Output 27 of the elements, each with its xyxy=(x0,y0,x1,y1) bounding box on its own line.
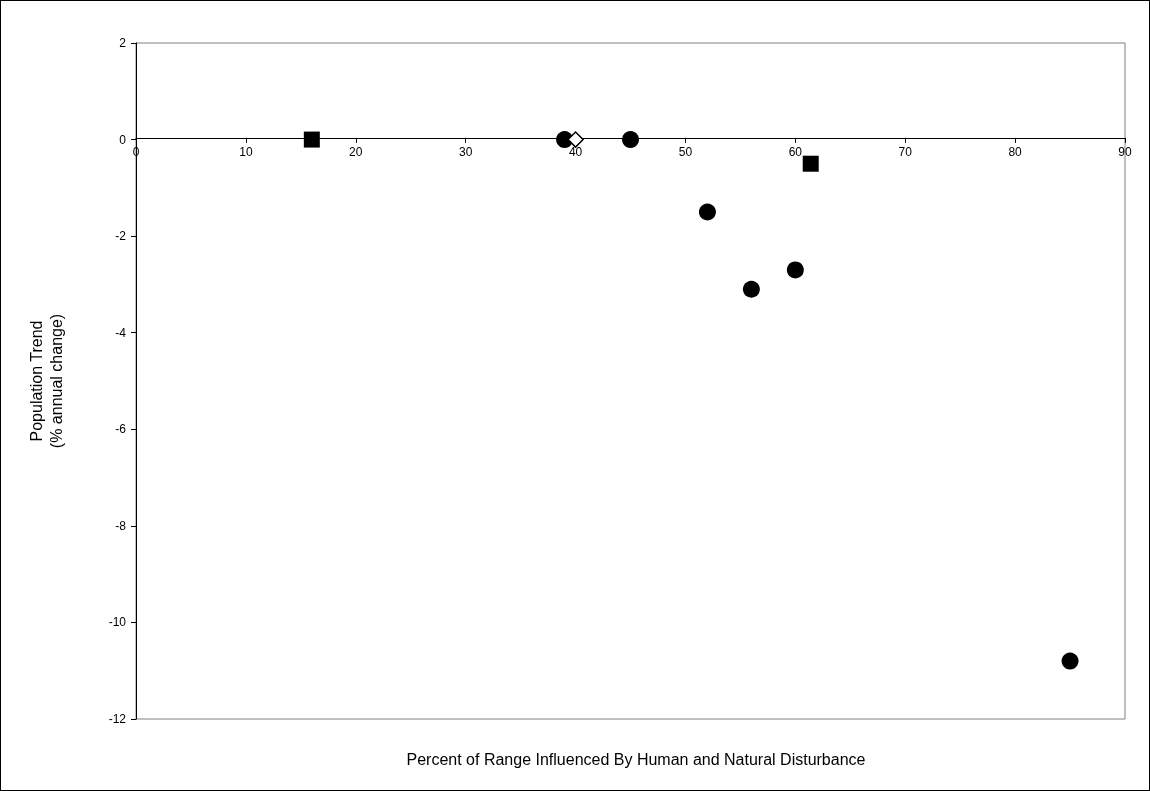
y-tick-label: -12 xyxy=(108,712,127,726)
x-tick-label: 70 xyxy=(898,144,913,159)
x-tick-label: 20 xyxy=(349,144,363,159)
point xyxy=(1061,652,1079,670)
y-tick-label: -2 xyxy=(115,229,127,244)
y-tick-label: 0 xyxy=(119,132,127,147)
point xyxy=(698,203,716,221)
x-tick-label: 30 xyxy=(458,144,473,159)
y-tick-label: -8 xyxy=(115,518,127,533)
y-tick-label: -6 xyxy=(115,422,127,437)
x-tick-label: 90 xyxy=(1118,144,1132,159)
x-tick-label: 50 xyxy=(678,144,693,159)
y-tick-label: -10 xyxy=(108,615,127,630)
point xyxy=(742,280,760,298)
point xyxy=(802,155,819,172)
y-tick-label: 2 xyxy=(119,36,127,50)
point xyxy=(303,131,320,148)
x-tick-label: 60 xyxy=(788,144,803,159)
y-tick-label: -4 xyxy=(115,325,127,340)
x-tick-label: 80 xyxy=(1008,144,1023,159)
x-tick-label: 40 xyxy=(568,144,583,159)
y-axis-title: Population Trend (% annual change) xyxy=(27,313,65,449)
point xyxy=(786,261,804,279)
x-tick-label: 10 xyxy=(239,144,253,159)
point xyxy=(567,131,584,148)
point xyxy=(622,131,639,149)
x-axis-title: Percent of Range Influenced By Human and Natural Disturbance xyxy=(406,750,866,768)
